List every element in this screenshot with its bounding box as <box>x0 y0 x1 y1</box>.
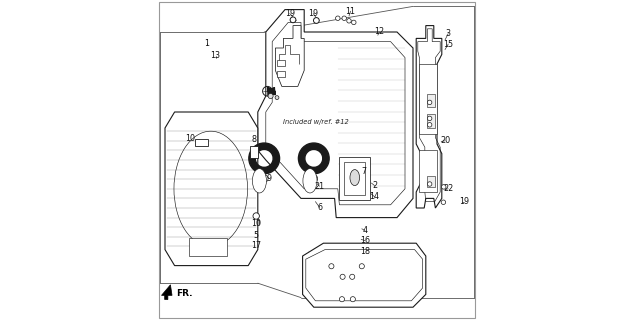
Text: 4: 4 <box>363 226 368 235</box>
FancyBboxPatch shape <box>420 150 437 192</box>
Text: 1: 1 <box>204 39 209 48</box>
FancyBboxPatch shape <box>427 94 435 107</box>
FancyBboxPatch shape <box>277 71 285 77</box>
Text: 15: 15 <box>443 40 453 49</box>
Text: Included w/ref. #12: Included w/ref. #12 <box>283 119 349 125</box>
Circle shape <box>352 20 356 25</box>
Circle shape <box>290 17 296 23</box>
Text: 20: 20 <box>440 136 450 145</box>
Ellipse shape <box>303 169 317 193</box>
Text: 9: 9 <box>266 174 271 183</box>
Circle shape <box>350 297 356 302</box>
Text: 2: 2 <box>372 181 377 190</box>
Circle shape <box>349 274 355 279</box>
Text: 13: 13 <box>210 52 221 60</box>
FancyBboxPatch shape <box>158 2 475 318</box>
Circle shape <box>427 100 432 105</box>
Text: 18: 18 <box>360 247 370 256</box>
Polygon shape <box>416 26 442 208</box>
Circle shape <box>261 175 268 182</box>
FancyBboxPatch shape <box>339 157 370 200</box>
Circle shape <box>335 16 340 20</box>
Text: 22: 22 <box>443 184 453 193</box>
Text: 10: 10 <box>186 134 196 143</box>
Text: 11: 11 <box>346 7 356 16</box>
Text: 6: 6 <box>317 203 322 212</box>
FancyBboxPatch shape <box>344 162 365 195</box>
Text: 17: 17 <box>251 241 261 250</box>
Text: 8: 8 <box>251 135 256 144</box>
Text: 7: 7 <box>362 167 367 176</box>
FancyBboxPatch shape <box>250 146 258 158</box>
Circle shape <box>427 116 432 121</box>
Circle shape <box>340 274 345 279</box>
Text: 21: 21 <box>314 182 325 191</box>
Polygon shape <box>302 243 426 307</box>
FancyBboxPatch shape <box>195 139 207 146</box>
Circle shape <box>427 182 432 186</box>
FancyBboxPatch shape <box>189 238 228 256</box>
Circle shape <box>313 18 320 23</box>
Text: 10: 10 <box>251 220 261 228</box>
Text: 3: 3 <box>446 29 451 38</box>
Circle shape <box>342 16 346 20</box>
Polygon shape <box>165 112 258 266</box>
Circle shape <box>359 264 365 269</box>
Circle shape <box>275 96 279 100</box>
Ellipse shape <box>350 170 359 186</box>
Polygon shape <box>258 10 413 218</box>
Text: 12: 12 <box>374 28 384 36</box>
Text: 19: 19 <box>285 9 295 18</box>
Circle shape <box>427 123 432 127</box>
Circle shape <box>253 213 259 219</box>
Text: 5: 5 <box>254 231 259 240</box>
Circle shape <box>310 175 318 182</box>
Text: FR.: FR. <box>176 289 193 298</box>
Polygon shape <box>162 285 172 300</box>
Circle shape <box>347 19 351 23</box>
Circle shape <box>441 200 446 204</box>
Circle shape <box>441 185 446 189</box>
Text: 16: 16 <box>360 236 370 245</box>
Text: 14: 14 <box>370 192 380 201</box>
Circle shape <box>339 297 344 302</box>
Polygon shape <box>275 26 304 86</box>
Ellipse shape <box>252 169 266 193</box>
FancyBboxPatch shape <box>427 114 435 128</box>
FancyBboxPatch shape <box>277 60 285 66</box>
FancyBboxPatch shape <box>420 64 437 134</box>
Text: 19: 19 <box>459 197 469 206</box>
Circle shape <box>268 93 273 99</box>
Text: 19: 19 <box>308 9 318 18</box>
Circle shape <box>329 264 334 269</box>
FancyBboxPatch shape <box>427 176 435 187</box>
